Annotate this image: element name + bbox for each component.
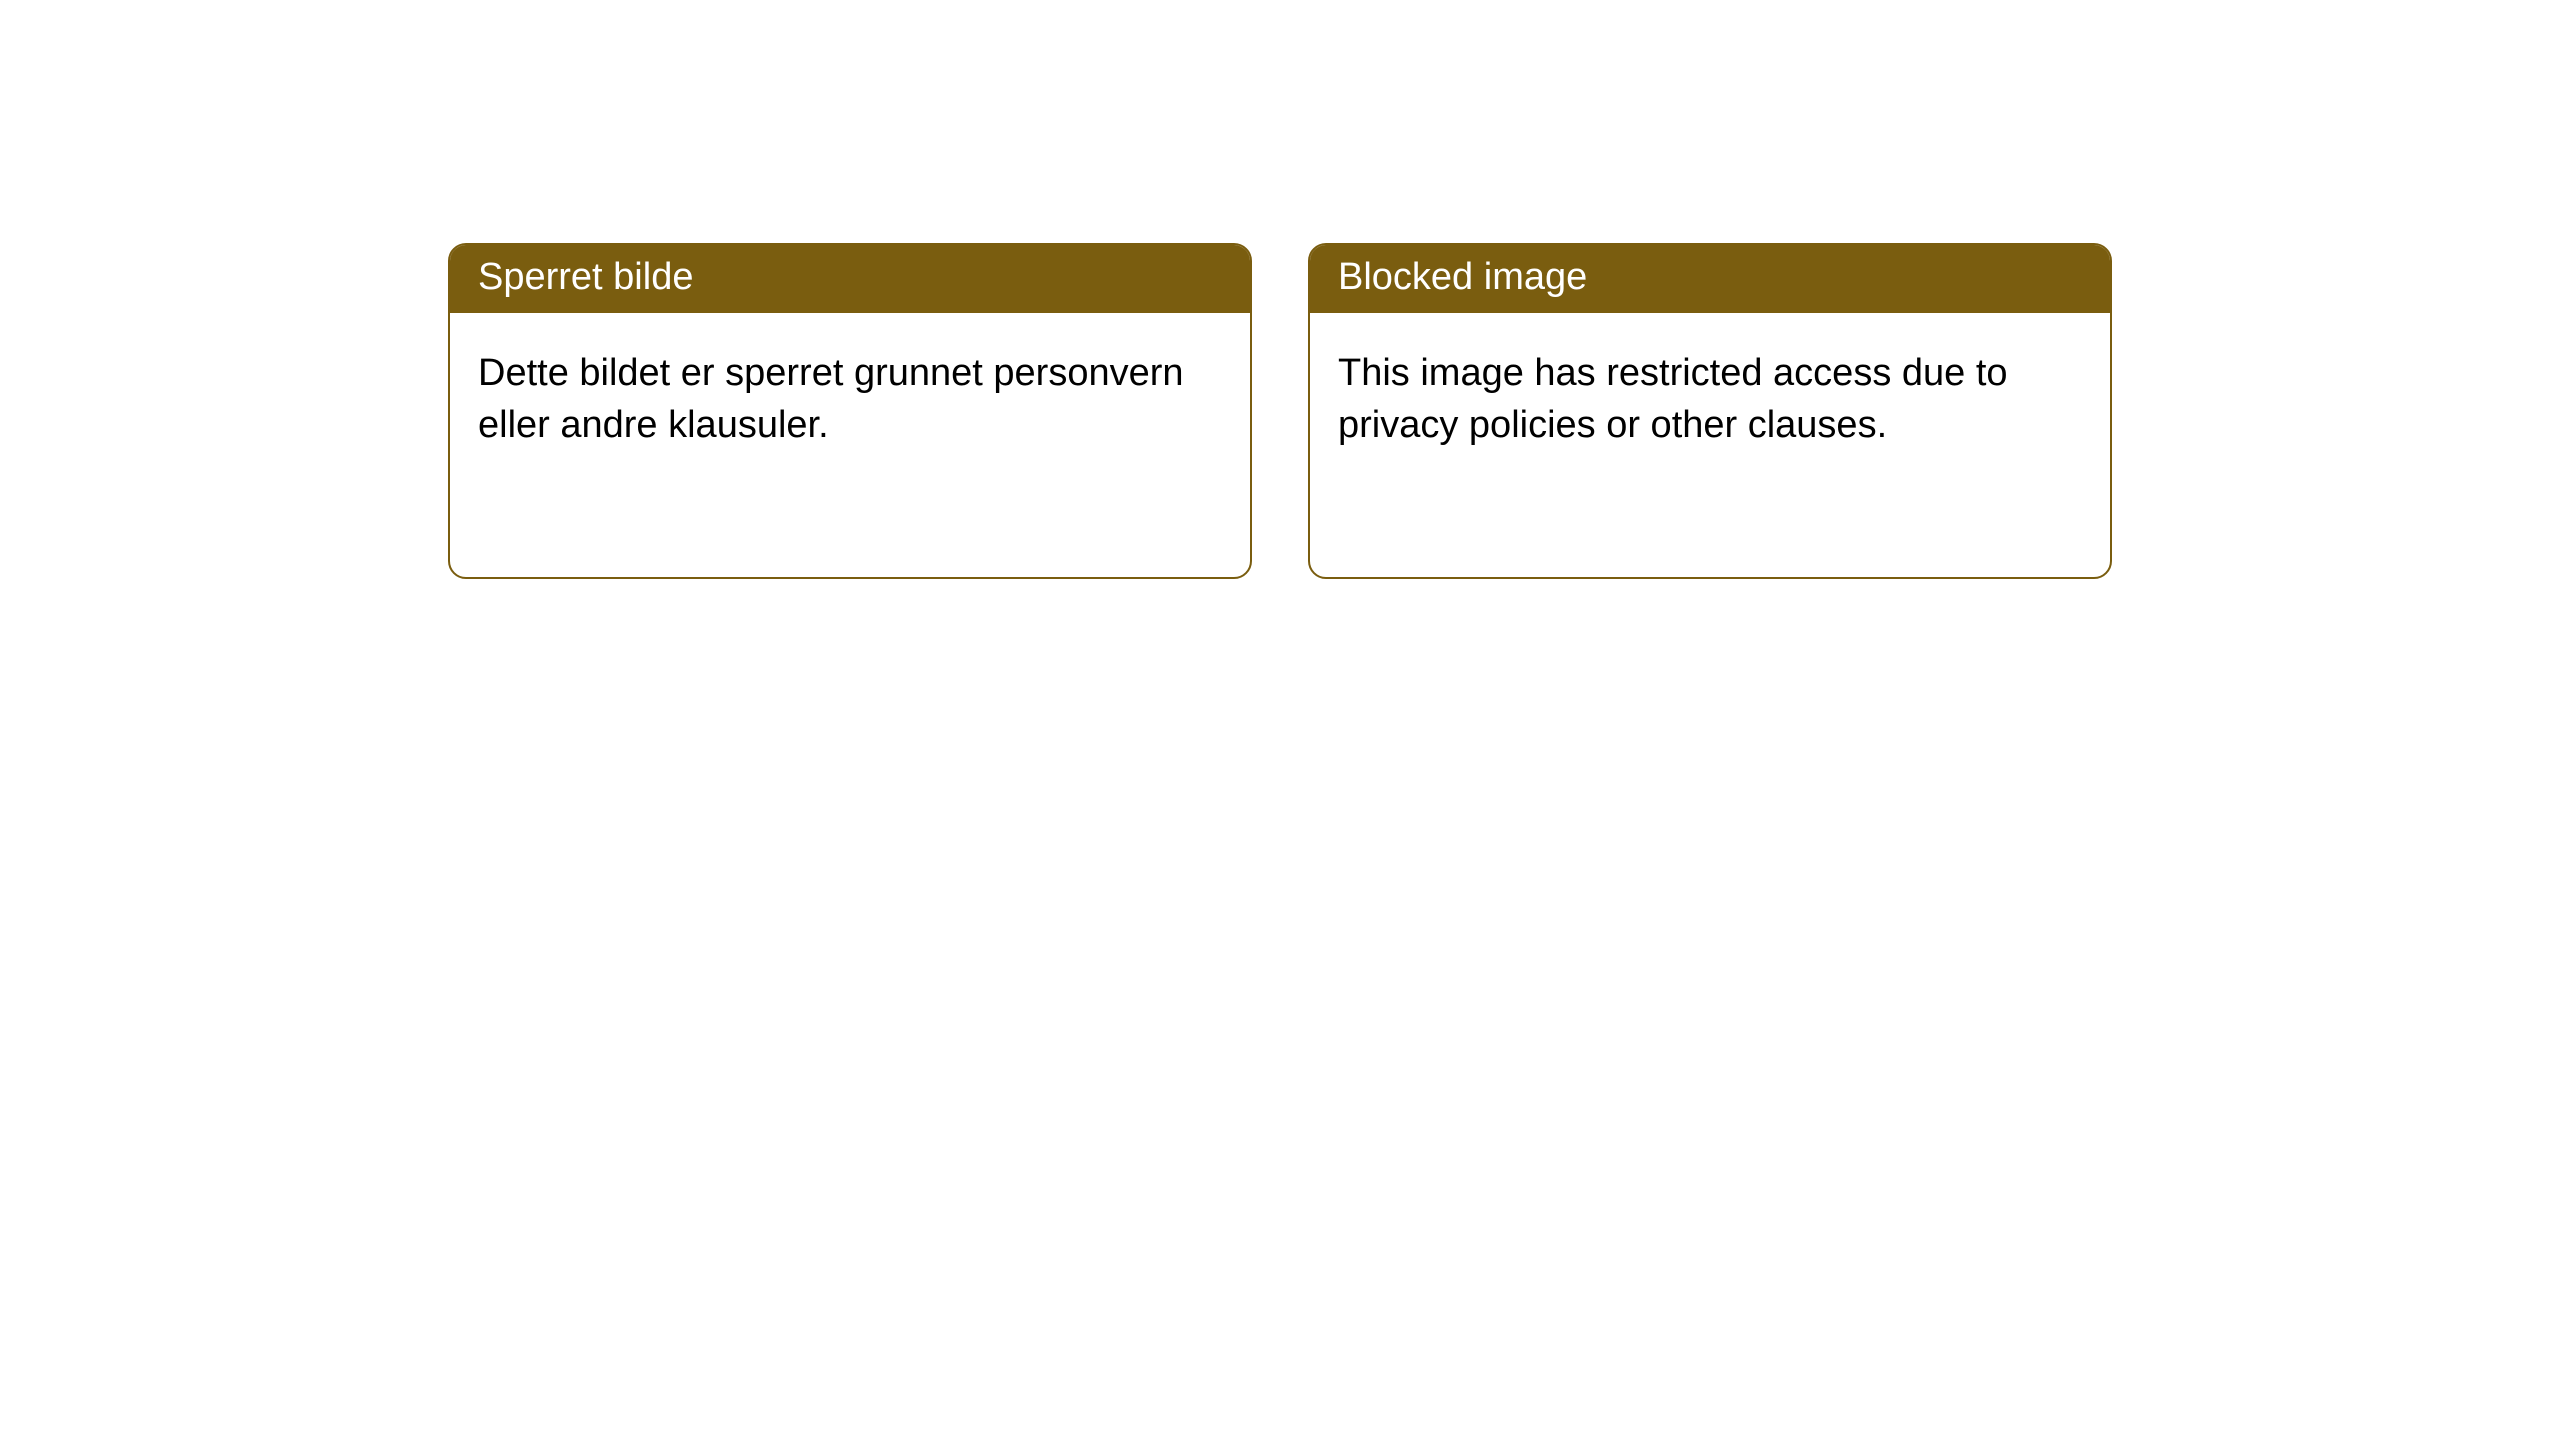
notice-body-english: This image has restricted access due to … xyxy=(1310,313,2110,486)
notice-title-english: Blocked image xyxy=(1310,245,2110,313)
notice-container: Sperret bilde Dette bildet er sperret gr… xyxy=(0,0,2560,579)
notice-card-norwegian: Sperret bilde Dette bildet er sperret gr… xyxy=(448,243,1252,579)
notice-card-english: Blocked image This image has restricted … xyxy=(1308,243,2112,579)
notice-body-norwegian: Dette bildet er sperret grunnet personve… xyxy=(450,313,1250,486)
notice-title-norwegian: Sperret bilde xyxy=(450,245,1250,313)
